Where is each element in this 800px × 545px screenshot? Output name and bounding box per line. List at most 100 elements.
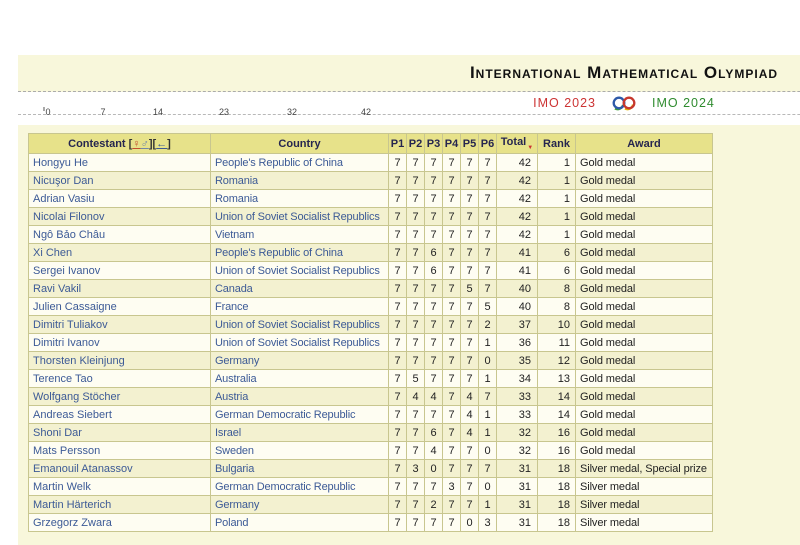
country-link[interactable]: Germany	[215, 354, 260, 367]
next-year-link[interactable]: IMO 2024	[652, 96, 715, 110]
contestant-link[interactable]: Shoni Dar	[33, 426, 82, 439]
imo-logo-icon[interactable]	[610, 95, 638, 112]
award-column-header[interactable]: Award	[575, 133, 713, 154]
total-column-header[interactable]: Total▼	[496, 133, 538, 154]
contestant-link[interactable]: Xi Chen	[33, 246, 73, 259]
p3-column-header[interactable]: P3	[424, 133, 443, 154]
country-link[interactable]: Israel	[215, 426, 241, 439]
contestant-link[interactable]: Nicuşor Dan	[33, 174, 94, 187]
country-link[interactable]: Poland	[215, 516, 249, 529]
table-row: Dimitri Tuliakov Union of Soviet Sociali…	[28, 315, 713, 334]
contestant-link[interactable]: Adrian Vasiu	[33, 192, 95, 205]
rank-cell: 1	[537, 207, 576, 226]
country-link[interactable]: Vietnam	[215, 228, 255, 241]
rank-cell: 18	[537, 495, 576, 514]
contestant-link[interactable]: Hongyu He	[33, 156, 89, 169]
award-cell: Gold medal	[575, 279, 713, 298]
p5-score-cell: 7	[460, 261, 479, 280]
p1-column-header[interactable]: P1	[388, 133, 407, 154]
country-link[interactable]: France	[215, 300, 249, 313]
contestant-link[interactable]: Dimitri Ivanov	[33, 336, 100, 349]
country-link[interactable]: Union of Soviet Socialist Republics	[215, 336, 380, 349]
p1-score-cell: 7	[388, 351, 407, 370]
p5-score-cell: 7	[460, 171, 479, 190]
country-link[interactable]: Germany	[215, 498, 260, 511]
contestant-link[interactable]: Sergei Ivanov	[33, 264, 101, 277]
contestant-link[interactable]: Andreas Siebert	[33, 408, 112, 421]
contestant-link[interactable]: Wolfgang Stöcher	[33, 390, 121, 403]
results-tbody: Hongyu He People's Republic of China 7 7…	[28, 153, 713, 532]
country-link[interactable]: Sweden	[215, 444, 254, 457]
country-link[interactable]: Bulgaria	[215, 462, 255, 475]
contestant-link[interactable]: Martin Welk	[33, 480, 91, 493]
country-link[interactable]: German Democratic Republic	[215, 480, 356, 493]
p4-score-cell: 7	[442, 315, 461, 334]
p2-score-cell: 7	[406, 513, 425, 532]
table-row: Dimitri Ivanov Union of Soviet Socialist…	[28, 333, 713, 352]
contestant-link[interactable]: Mats Persson	[33, 444, 101, 457]
p5-score-cell: 7	[460, 441, 479, 460]
p6-score-cell: 1	[478, 405, 497, 424]
p6-column-header[interactable]: P6	[478, 133, 497, 154]
contestant-cell: Ravi Vakil	[28, 279, 211, 298]
bracket: [	[128, 137, 133, 150]
total-cell: 32	[496, 423, 538, 442]
country-link[interactable]: People's Republic of China	[215, 156, 343, 169]
p3-score-cell: 7	[424, 513, 443, 532]
contestant-link[interactable]: Thorsten Kleinjung	[33, 354, 125, 367]
p2-column-header[interactable]: P2	[406, 133, 425, 154]
filter-male-icon[interactable]: ♂	[140, 137, 149, 150]
rank-cell: 1	[537, 171, 576, 190]
country-link[interactable]: German Democratic Republic	[215, 408, 356, 421]
country-link[interactable]: Canada	[215, 282, 253, 295]
contestant-link[interactable]: Emanouil Atanassov	[33, 462, 133, 475]
contestant-link[interactable]: Julien Cassaigne	[33, 300, 117, 313]
contestant-cell: Dimitri Tuliakov	[28, 315, 211, 334]
country-link[interactable]: Romania	[215, 174, 258, 187]
p1-score-cell: 7	[388, 153, 407, 172]
content-band: Contestant [♀♂][←] Country P1 P2 P3 P4 P…	[18, 125, 800, 545]
contestant-link[interactable]: Grzegorz Zwara	[33, 516, 112, 529]
p4-column-header[interactable]: P4	[442, 133, 461, 154]
p5-column-header[interactable]: P5	[460, 133, 479, 154]
p6-score-cell: 7	[478, 153, 497, 172]
ruler-tick-label: 32	[286, 107, 298, 117]
p3-score-cell: 7	[424, 171, 443, 190]
rank-cell: 1	[537, 225, 576, 244]
contestant-link[interactable]: Nicolai Filonov	[33, 210, 105, 223]
award-cell: Gold medal	[575, 315, 713, 334]
filter-female-icon[interactable]: ♀	[132, 137, 141, 150]
total-cell: 42	[496, 153, 538, 172]
contestant-link[interactable]: Ngô Bảo Châu	[33, 228, 106, 241]
p6-score-cell: 7	[478, 459, 497, 478]
p1-score-cell: 7	[388, 171, 407, 190]
country-link[interactable]: Union of Soviet Socialist Republics	[215, 264, 380, 277]
country-link[interactable]: Romania	[215, 192, 258, 205]
total-cell: 31	[496, 459, 538, 478]
contestant-link[interactable]: Martin Härterich	[33, 498, 112, 511]
contestant-link[interactable]: Terence Tao	[33, 372, 93, 385]
rank-cell: 18	[537, 459, 576, 478]
award-cell: Gold medal	[575, 423, 713, 442]
p3-score-cell: 7	[424, 225, 443, 244]
country-link[interactable]: Australia	[215, 372, 257, 385]
country-link[interactable]: Austria	[215, 390, 249, 403]
total-cell: 33	[496, 387, 538, 406]
prev-year-link[interactable]: IMO 2023	[533, 96, 596, 110]
rank-column-header[interactable]: Rank	[537, 133, 576, 154]
country-link[interactable]: People's Republic of China	[215, 246, 343, 259]
total-cell: 31	[496, 477, 538, 496]
back-arrow-icon[interactable]: ←	[156, 137, 168, 150]
total-cell: 37	[496, 315, 538, 334]
contestant-link[interactable]: Ravi Vakil	[33, 282, 82, 295]
country-column-header[interactable]: Country	[210, 133, 389, 154]
total-cell: 40	[496, 279, 538, 298]
contestant-link[interactable]: Dimitri Tuliakov	[33, 318, 108, 331]
total-cell: 33	[496, 405, 538, 424]
country-cell: Australia	[210, 369, 389, 388]
table-row: Nicuşor Dan Romania 7 7 7 7 7 7 42 1 Gol…	[28, 171, 713, 190]
country-link[interactable]: Union of Soviet Socialist Republics	[215, 318, 380, 331]
country-link[interactable]: Union of Soviet Socialist Republics	[215, 210, 380, 223]
total-cell: 31	[496, 495, 538, 514]
table-row: Emanouil Atanassov Bulgaria 7 3 0 7 7 7 …	[28, 459, 713, 478]
